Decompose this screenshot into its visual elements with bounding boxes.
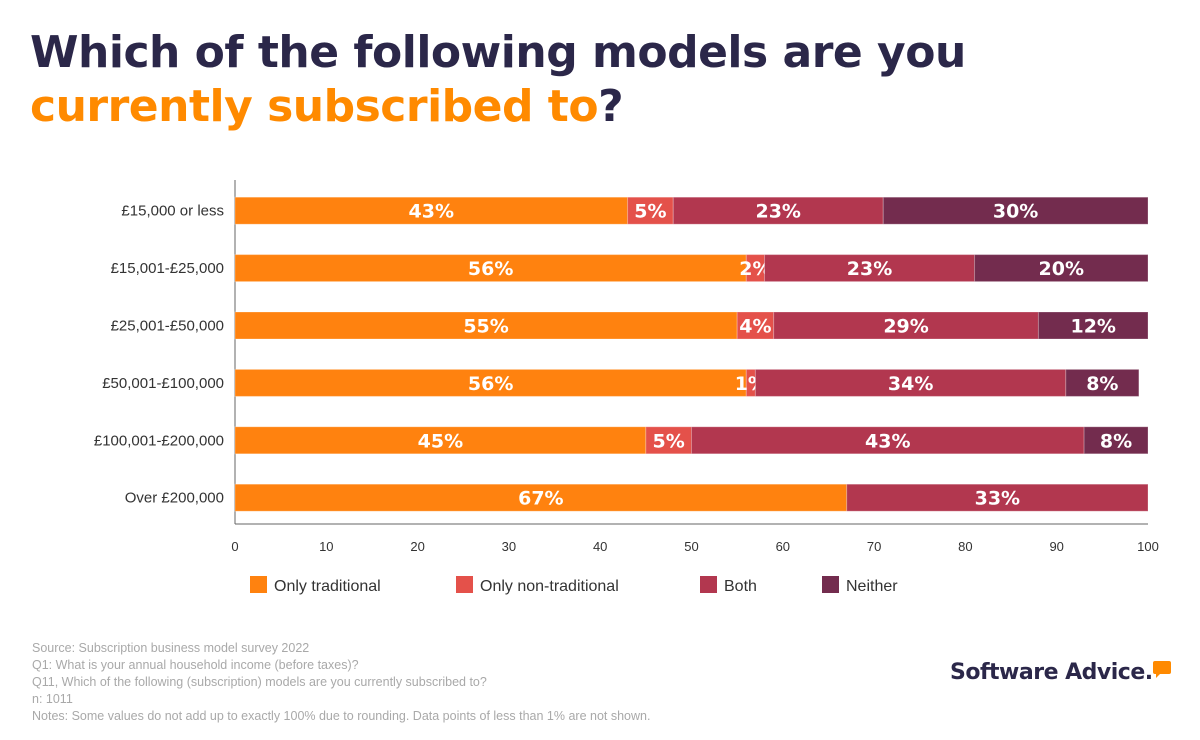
- data-label: 56%: [468, 373, 513, 395]
- bar-segment: [234, 254, 747, 283]
- data-label: 45%: [418, 430, 463, 452]
- legend-label: Only traditional: [274, 578, 381, 595]
- legend-label: Only non-traditional: [480, 578, 619, 595]
- data-label: 23%: [755, 201, 800, 223]
- data-label: 67%: [518, 488, 563, 510]
- category-label: £15,000 or less: [121, 203, 224, 220]
- legend-swatch: [456, 576, 473, 593]
- legend-label: Both: [724, 578, 757, 595]
- title-end: ?: [598, 81, 624, 132]
- x-tick-label: 90: [1049, 539, 1063, 554]
- footer-q11: Q11, Which of the following (subscriptio…: [32, 675, 487, 689]
- data-label: 30%: [993, 201, 1038, 223]
- chart-title: Which of the following models are you cu…: [30, 26, 1180, 134]
- category-label: £50,001-£100,000: [102, 375, 224, 392]
- category-label: Over £200,000: [125, 490, 224, 507]
- data-label: 5%: [634, 201, 666, 223]
- bar-segment: [1065, 368, 1140, 397]
- category-label: £25,001-£50,000: [111, 318, 224, 335]
- category-label: £100,001-£200,000: [94, 432, 224, 449]
- x-tick-label: 0: [231, 539, 238, 554]
- footer-notes-text: Notes: Some values do not add up to exac…: [32, 709, 651, 723]
- x-tick-label: 40: [593, 539, 607, 554]
- data-label: 20%: [1039, 258, 1084, 280]
- data-label: 4%: [739, 316, 771, 338]
- legend-swatch: [822, 576, 839, 593]
- legend-swatch: [700, 576, 717, 593]
- data-label: 8%: [1086, 373, 1118, 395]
- bar-segment: [882, 196, 1149, 225]
- data-label: 55%: [463, 316, 508, 338]
- x-tick-label: 50: [684, 539, 698, 554]
- bar-segment: [764, 254, 976, 283]
- data-label: 8%: [1100, 430, 1132, 452]
- stacked-bar-chart: 0 10 20 30 40 50 60 70 80 90 100 £15,000 or less 43%…: [94, 180, 1159, 595]
- title-text: Which of the following models are you: [30, 27, 966, 78]
- bar-segment: [1083, 426, 1149, 455]
- x-tick-label: 30: [502, 539, 516, 554]
- data-label: 33%: [975, 488, 1020, 510]
- bar-segment: [846, 483, 1149, 512]
- footer-source: Source: Subscription business model surv…: [32, 641, 310, 655]
- data-label: 12%: [1070, 316, 1115, 338]
- bar-segment: [627, 196, 674, 225]
- data-label: 2%: [739, 258, 771, 280]
- footer-n: n: 1011: [32, 692, 73, 706]
- x-tick-label: 100: [1137, 539, 1159, 554]
- bar-segment: [234, 426, 647, 455]
- data-label: 23%: [847, 258, 892, 280]
- bar-segment: [234, 196, 629, 225]
- footer-q1: Q1: What is your annual household income…: [32, 658, 359, 672]
- data-label: 43%: [865, 430, 910, 452]
- x-tick-label: 80: [958, 539, 972, 554]
- legend-label: Neither: [846, 578, 898, 595]
- bar-segment: [234, 368, 747, 397]
- footer-notes: Source: Subscription business model surv…: [32, 640, 650, 725]
- software-advice-logo: Software Advice.: [950, 660, 1153, 685]
- data-label: 43%: [409, 201, 454, 223]
- x-tick-label: 10: [319, 539, 333, 554]
- category-label: £15,001-£25,000: [111, 260, 224, 277]
- x-tick-label: 70: [867, 539, 881, 554]
- data-label: 34%: [888, 373, 933, 395]
- data-label: 5%: [653, 430, 685, 452]
- title-highlight: currently subscribed to: [30, 81, 599, 132]
- x-tick-label: 60: [776, 539, 790, 554]
- data-label: 29%: [883, 316, 928, 338]
- bar-segment: [1037, 311, 1149, 340]
- x-tick-label: 20: [410, 539, 424, 554]
- speech-bubble-icon: [1153, 661, 1171, 678]
- bar-segment: [974, 254, 1149, 283]
- legend-swatch: [250, 576, 267, 593]
- data-label: 56%: [468, 258, 513, 280]
- bar-segment: [736, 311, 775, 340]
